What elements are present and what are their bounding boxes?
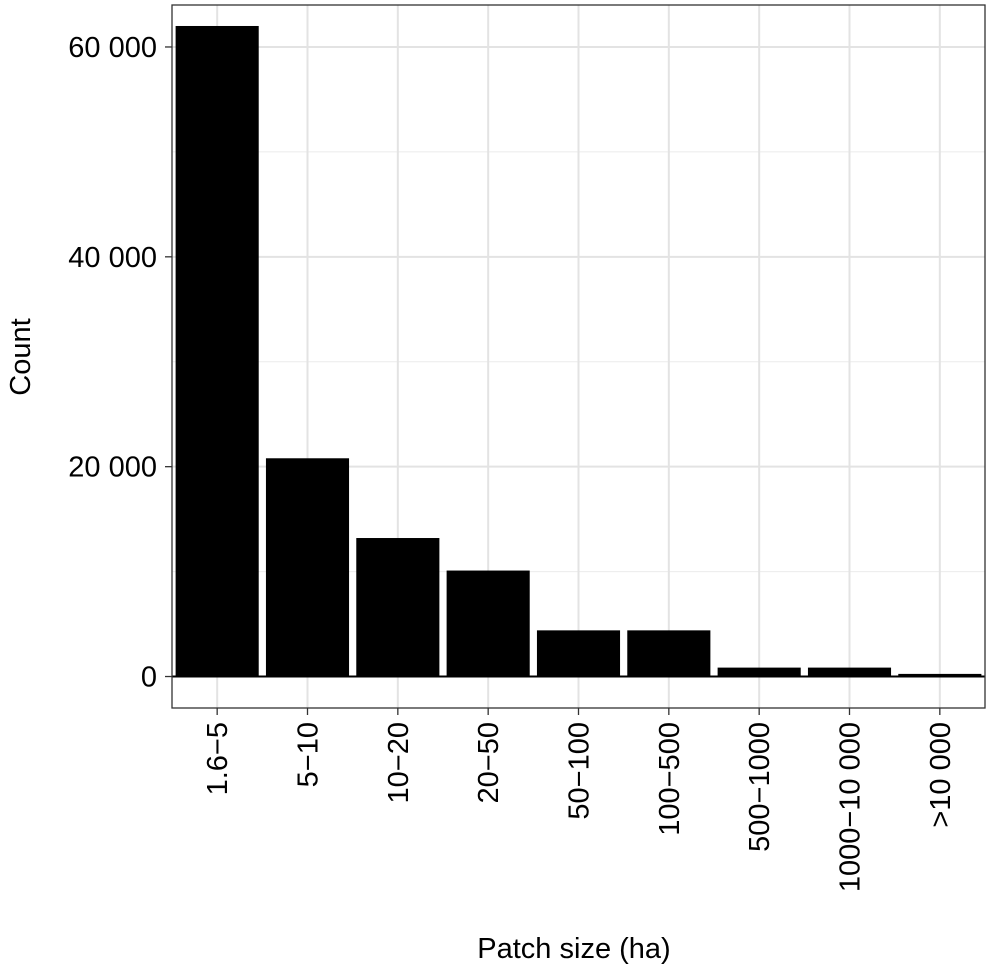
x-tick-label: 20−50 <box>473 722 505 803</box>
x-tick-label: 1000−10 000 <box>835 722 867 892</box>
x-axis-label: Patch size (ha) <box>477 933 670 965</box>
y-axis-ticks: 0 20 000 40 000 60 000 <box>68 32 172 694</box>
x-axis-ticks: 1.6−5 5−10 10−20 20−50 50−100 100−500 500−1000… <box>202 708 957 892</box>
y-tick-label: 0 <box>141 662 157 694</box>
x-tick-label: 10−20 <box>383 722 415 803</box>
bar <box>536 630 621 677</box>
bar <box>265 458 350 677</box>
bar <box>627 630 711 677</box>
x-tick-label: 100−500 <box>654 722 686 836</box>
y-tick-label: 60 000 <box>68 32 157 64</box>
x-tick-label: >10 000 <box>925 722 957 828</box>
x-tick-label: 500−1000 <box>744 722 776 852</box>
x-tick-label: 50−100 <box>564 722 596 820</box>
bar <box>175 25 259 677</box>
bar <box>717 667 801 677</box>
y-axis-label: Count <box>5 318 37 395</box>
bars <box>175 25 982 677</box>
x-tick-label: 5−10 <box>293 722 325 787</box>
bar <box>446 570 530 677</box>
y-tick-label: 20 000 <box>68 452 157 484</box>
y-tick-label: 40 000 <box>68 242 157 274</box>
bar <box>356 538 440 677</box>
bar <box>807 667 892 677</box>
bar <box>898 673 982 677</box>
x-tick-label: 1.6−5 <box>202 722 234 795</box>
